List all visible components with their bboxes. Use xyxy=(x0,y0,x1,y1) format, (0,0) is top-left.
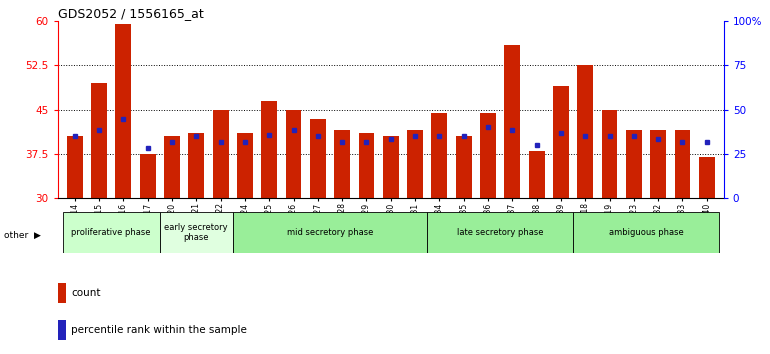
Bar xyxy=(164,136,180,198)
Text: mid secretory phase: mid secretory phase xyxy=(286,228,373,237)
Bar xyxy=(578,65,593,198)
Bar xyxy=(699,157,715,198)
Text: proliferative phase: proliferative phase xyxy=(72,228,151,237)
Bar xyxy=(160,212,233,253)
Bar xyxy=(573,212,719,253)
Text: percentile rank within the sample: percentile rank within the sample xyxy=(71,325,247,335)
Bar xyxy=(480,113,496,198)
Bar xyxy=(407,130,423,198)
Bar xyxy=(675,130,691,198)
Bar xyxy=(213,110,229,198)
Bar xyxy=(91,83,107,198)
Text: count: count xyxy=(71,288,101,298)
Bar xyxy=(140,154,156,198)
Text: early secretory
phase: early secretory phase xyxy=(165,223,228,242)
Bar xyxy=(67,136,82,198)
Bar xyxy=(237,133,253,198)
Bar xyxy=(651,130,666,198)
Text: ambiguous phase: ambiguous phase xyxy=(608,228,684,237)
Bar xyxy=(233,212,427,253)
Bar xyxy=(601,110,618,198)
Bar xyxy=(529,151,544,198)
Bar xyxy=(286,110,301,198)
Text: late secretory phase: late secretory phase xyxy=(457,228,544,237)
Bar xyxy=(334,130,350,198)
Bar xyxy=(431,113,447,198)
Bar xyxy=(359,133,374,198)
Bar xyxy=(116,24,131,198)
Bar xyxy=(310,119,326,198)
Text: other  ▶: other ▶ xyxy=(4,231,41,240)
Bar xyxy=(504,45,521,198)
Text: GDS2052 / 1556165_at: GDS2052 / 1556165_at xyxy=(58,7,203,20)
Bar xyxy=(626,130,641,198)
Bar xyxy=(189,133,204,198)
Bar xyxy=(58,283,66,303)
Bar xyxy=(58,320,66,340)
Bar xyxy=(427,212,573,253)
Bar xyxy=(456,136,471,198)
Bar xyxy=(62,212,160,253)
Bar xyxy=(383,136,399,198)
Bar xyxy=(261,101,277,198)
Bar xyxy=(553,86,569,198)
